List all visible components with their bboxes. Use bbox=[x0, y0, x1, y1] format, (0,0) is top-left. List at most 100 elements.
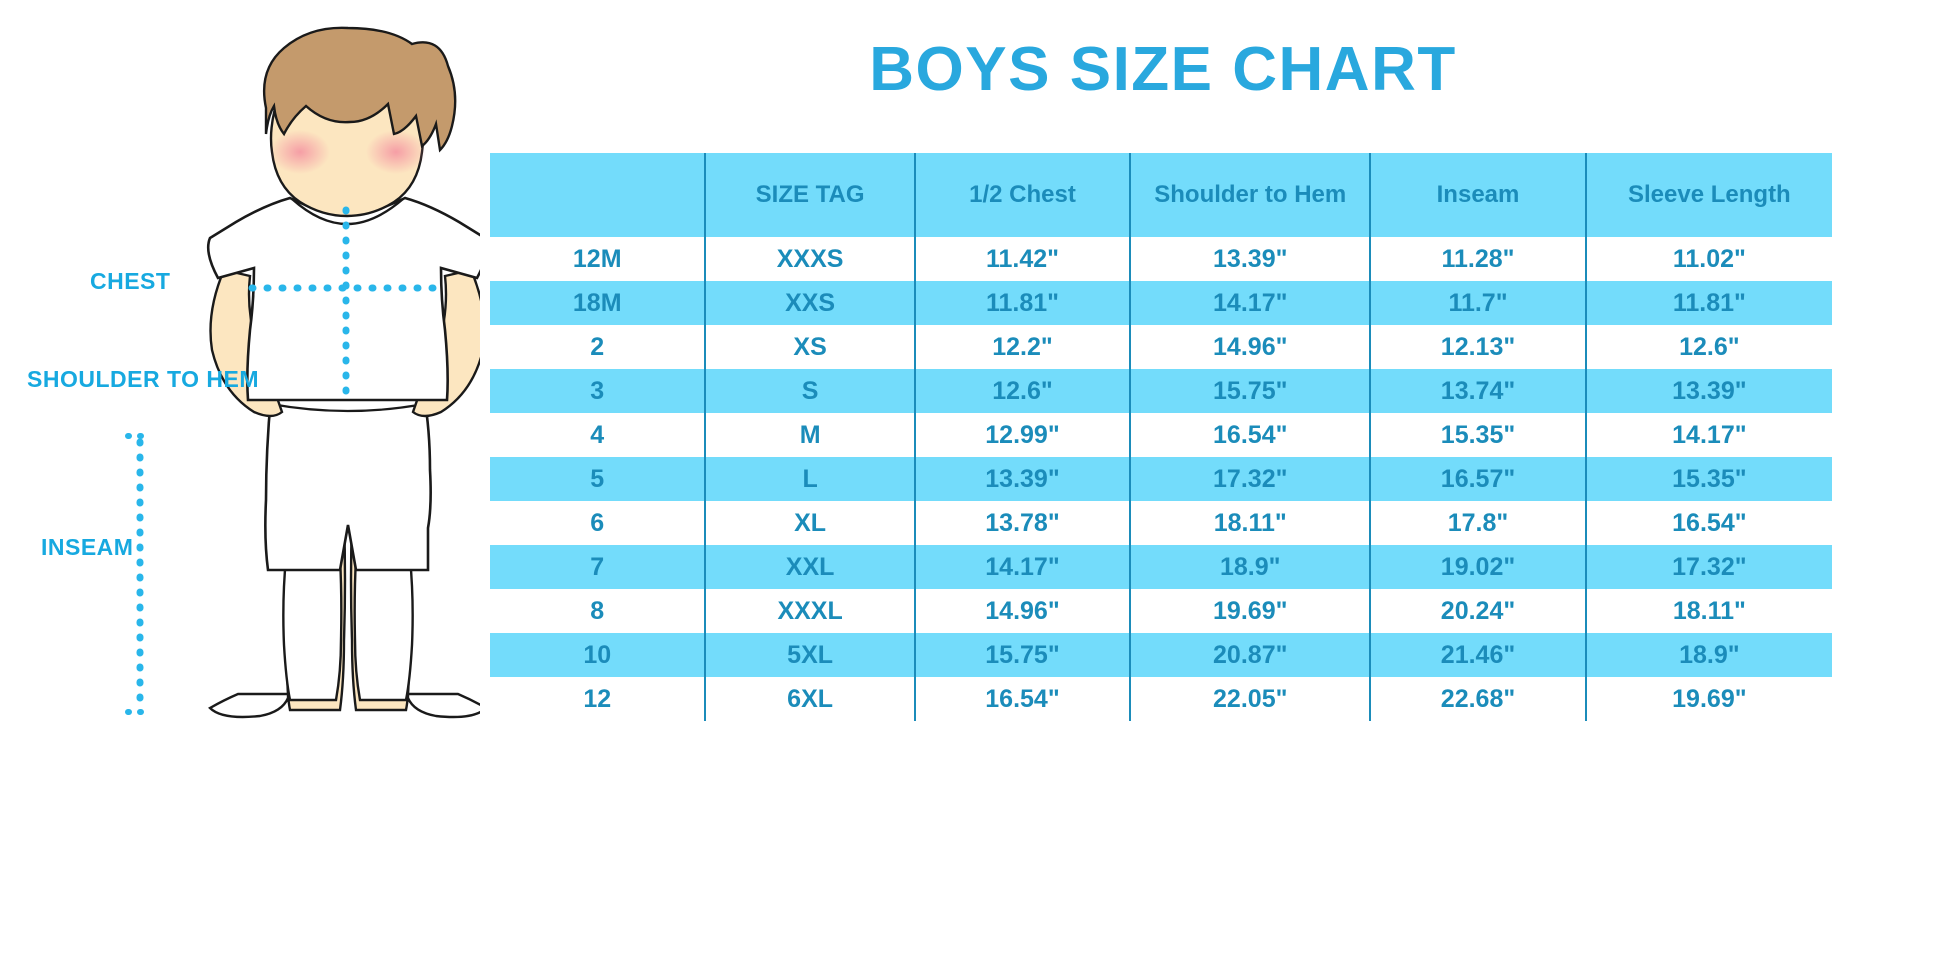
cell-size-tag: 6XL bbox=[705, 677, 916, 721]
table-row: 2 XS 12.2" 14.96" 12.13" 12.6" bbox=[490, 325, 1832, 369]
table-row: 4 M 12.99" 16.54" 15.35" 14.17" bbox=[490, 413, 1832, 457]
boy-figure-illustration bbox=[125, 26, 480, 719]
size-table-container: SIZE TAG 1/2 Chest Shoulder to Hem Insea… bbox=[490, 153, 1832, 721]
cell-half-chest: 12.6" bbox=[914, 369, 1132, 413]
label-shoulder-to-hem: SHOULDER TO HEM bbox=[27, 366, 259, 392]
cell-sleeve-length: 18.9" bbox=[1585, 633, 1832, 677]
cell-age: 18M bbox=[490, 281, 707, 325]
table-row: 12 6XL 16.54" 22.05" 22.68" 19.69" bbox=[490, 677, 1832, 721]
table-row: 5 L 13.39" 17.32" 16.57" 15.35" bbox=[490, 457, 1832, 501]
cell-size-tag: S bbox=[705, 369, 916, 413]
cell-shoulder-to-hem: 15.75" bbox=[1130, 369, 1372, 413]
cell-size-tag: XXXS bbox=[705, 237, 916, 281]
page-title: BOYS SIZE CHART bbox=[869, 35, 1457, 104]
cell-inseam: 22.68" bbox=[1370, 677, 1587, 721]
cell-inseam: 13.74" bbox=[1370, 369, 1587, 413]
cell-inseam: 20.24" bbox=[1370, 589, 1587, 633]
cell-size-tag: XXL bbox=[705, 545, 916, 589]
cell-sleeve-length: 11.02" bbox=[1585, 237, 1832, 281]
label-chest: CHEST bbox=[90, 268, 171, 294]
table-row: 7 XXL 14.17" 18.9" 19.02" 17.32" bbox=[490, 545, 1832, 589]
measurement-guides bbox=[125, 206, 448, 715]
column-header-size-tag: SIZE TAG bbox=[705, 153, 916, 237]
cell-size-tag: XXXL bbox=[705, 589, 916, 633]
cell-half-chest: 16.54" bbox=[914, 677, 1132, 721]
cheek-right bbox=[366, 130, 426, 174]
cell-shoulder-to-hem: 19.69" bbox=[1130, 589, 1372, 633]
cheek-left bbox=[270, 130, 330, 174]
cell-half-chest: 13.39" bbox=[914, 457, 1132, 501]
size-chart-table: SIZE TAG 1/2 Chest Shoulder to Hem Insea… bbox=[490, 153, 1832, 721]
table-row: 18M XXS 11.81" 14.17" 11.7" 11.81" bbox=[490, 281, 1832, 325]
cell-sleeve-length: 11.81" bbox=[1585, 281, 1832, 325]
cell-age: 10 bbox=[490, 633, 707, 677]
cell-age: 12 bbox=[490, 677, 707, 721]
cell-age: 3 bbox=[490, 369, 707, 413]
cell-shoulder-to-hem: 18.9" bbox=[1130, 545, 1372, 589]
table-row: 12M XXXS 11.42" 13.39" 11.28" 11.02" bbox=[490, 237, 1832, 281]
cell-shoulder-to-hem: 22.05" bbox=[1130, 677, 1372, 721]
cell-sleeve-length: 16.54" bbox=[1585, 501, 1832, 545]
cell-sleeve-length: 12.6" bbox=[1585, 325, 1832, 369]
cell-size-tag: XXS bbox=[705, 281, 916, 325]
cell-half-chest: 11.81" bbox=[914, 281, 1132, 325]
table-row: 6 XL 13.78" 18.11" 17.8" 16.54" bbox=[490, 501, 1832, 545]
cell-inseam: 16.57" bbox=[1370, 457, 1587, 501]
cell-sleeve-length: 15.35" bbox=[1585, 457, 1832, 501]
cell-half-chest: 13.78" bbox=[914, 501, 1132, 545]
cell-half-chest: 12.2" bbox=[914, 325, 1132, 369]
table-row: 8 XXXL 14.96" 19.69" 20.24" 18.11" bbox=[490, 589, 1832, 633]
cell-age: 2 bbox=[490, 325, 707, 369]
cell-half-chest: 14.96" bbox=[914, 589, 1132, 633]
column-header-half-chest: 1/2 Chest bbox=[914, 153, 1132, 237]
socks-group bbox=[208, 556, 480, 719]
column-header-inseam: Inseam bbox=[1370, 153, 1587, 237]
cell-inseam: 12.13" bbox=[1370, 325, 1587, 369]
column-header-shoulder-to-hem: Shoulder to Hem bbox=[1130, 153, 1372, 237]
cell-age: 4 bbox=[490, 413, 707, 457]
cell-half-chest: 15.75" bbox=[914, 633, 1132, 677]
hair bbox=[262, 26, 457, 153]
column-header-sleeve-length: Sleeve Length bbox=[1585, 153, 1832, 237]
cell-inseam: 15.35" bbox=[1370, 413, 1587, 457]
boy-illustration-panel: CHEST SHOULDER TO HEM INSEAM bbox=[0, 0, 480, 973]
cell-size-tag: M bbox=[705, 413, 916, 457]
cell-age: 7 bbox=[490, 545, 707, 589]
cell-shoulder-to-hem: 17.32" bbox=[1130, 457, 1372, 501]
cell-shoulder-to-hem: 14.17" bbox=[1130, 281, 1372, 325]
cell-shoulder-to-hem: 16.54" bbox=[1130, 413, 1372, 457]
cell-inseam: 11.28" bbox=[1370, 237, 1587, 281]
table-row: 3 S 12.6" 15.75" 13.74" 13.39" bbox=[490, 369, 1832, 413]
cell-size-tag: XS bbox=[705, 325, 916, 369]
cell-size-tag: 5XL bbox=[705, 633, 916, 677]
cell-size-tag: L bbox=[705, 457, 916, 501]
table-header-row: SIZE TAG 1/2 Chest Shoulder to Hem Insea… bbox=[490, 153, 1832, 237]
cell-age: 8 bbox=[490, 589, 707, 633]
cell-inseam: 11.7" bbox=[1370, 281, 1587, 325]
cell-sleeve-length: 14.17" bbox=[1585, 413, 1832, 457]
label-inseam: INSEAM bbox=[41, 534, 134, 560]
table-row: 10 5XL 15.75" 20.87" 21.46" 18.9" bbox=[490, 633, 1832, 677]
cell-age: 6 bbox=[490, 501, 707, 545]
cell-half-chest: 12.99" bbox=[914, 413, 1132, 457]
shorts-group bbox=[264, 394, 432, 572]
cell-inseam: 17.8" bbox=[1370, 501, 1587, 545]
column-header-age bbox=[490, 153, 707, 237]
cell-sleeve-length: 17.32" bbox=[1585, 545, 1832, 589]
table-body: 12M XXXS 11.42" 13.39" 11.28" 11.02" 18M XXS 11.… bbox=[490, 237, 1832, 721]
cell-half-chest: 14.17" bbox=[914, 545, 1132, 589]
cell-age: 12M bbox=[490, 237, 707, 281]
cell-shoulder-to-hem: 18.11" bbox=[1130, 501, 1372, 545]
cell-shoulder-to-hem: 20.87" bbox=[1130, 633, 1372, 677]
cell-inseam: 19.02" bbox=[1370, 545, 1587, 589]
cell-shoulder-to-hem: 14.96" bbox=[1130, 325, 1372, 369]
cell-size-tag: XL bbox=[705, 501, 916, 545]
cell-inseam: 21.46" bbox=[1370, 633, 1587, 677]
cell-age: 5 bbox=[490, 457, 707, 501]
cell-sleeve-length: 19.69" bbox=[1585, 677, 1832, 721]
cell-shoulder-to-hem: 13.39" bbox=[1130, 237, 1372, 281]
head-group bbox=[262, 26, 457, 218]
cell-sleeve-length: 18.11" bbox=[1585, 589, 1832, 633]
cell-sleeve-length: 13.39" bbox=[1585, 369, 1832, 413]
